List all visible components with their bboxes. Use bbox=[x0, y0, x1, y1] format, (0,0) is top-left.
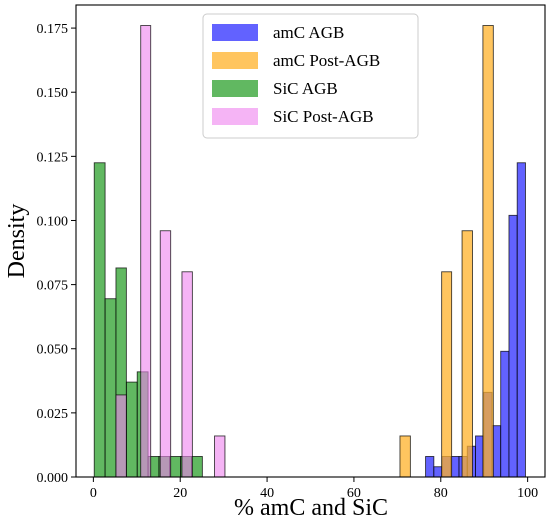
histogram-bar bbox=[125, 381, 138, 478]
y-tick-label: 0.050 bbox=[37, 343, 69, 358]
legend-entry-label: SiC AGB bbox=[273, 79, 338, 98]
histogram-bar bbox=[461, 230, 473, 478]
axes: 0 20 40 60 80 100 0.000 0.025 0.050 0.075 0.100 0.1… bbox=[37, 4, 546, 501]
plot-frame bbox=[75, 4, 546, 478]
legend-swatch bbox=[212, 80, 258, 97]
histogram-bar bbox=[115, 394, 127, 478]
histogram-bar bbox=[191, 456, 203, 478]
histogram-bar bbox=[441, 271, 453, 478]
histogram-bar bbox=[214, 435, 226, 478]
legend-swatch bbox=[212, 108, 258, 125]
y-axis-label: Density bbox=[4, 204, 30, 279]
x-tick-label: 20 bbox=[173, 486, 187, 501]
histogram-bar bbox=[516, 162, 526, 478]
legend-swatch bbox=[212, 24, 258, 41]
x-tick-label: 40 bbox=[260, 486, 274, 501]
y-tick-label: 0.075 bbox=[37, 279, 69, 294]
histogram-bar bbox=[425, 456, 435, 478]
histogram-bar bbox=[104, 298, 117, 478]
legend: amC AGB amC Post-AGB SiC AGB SiC Post-AGB bbox=[202, 13, 419, 139]
legend-entry-label: amC AGB bbox=[273, 23, 344, 42]
x-tick-label: 100 bbox=[517, 486, 538, 501]
histogram-bar bbox=[399, 435, 411, 478]
legend-entry-label: SiC Post-AGB bbox=[273, 107, 374, 126]
histogram-bar bbox=[140, 25, 152, 478]
histogram-bar bbox=[181, 271, 193, 478]
legend-swatch bbox=[212, 52, 258, 69]
y-tick-label: 0.000 bbox=[37, 471, 69, 486]
histogram-bar bbox=[482, 25, 494, 478]
histogram-bar bbox=[169, 456, 182, 478]
histogram-bar bbox=[93, 162, 106, 478]
plot-area bbox=[93, 25, 526, 478]
y-tick-label: 0.125 bbox=[37, 150, 69, 165]
y-tick-label: 0.025 bbox=[37, 407, 69, 422]
y-tick-label: 0.100 bbox=[37, 214, 69, 229]
x-tick-label: 0 bbox=[90, 486, 97, 501]
x-axis-label: % amC and SiC bbox=[234, 495, 388, 521]
y-tick-label: 0.175 bbox=[37, 22, 69, 37]
x-tick-label: 60 bbox=[347, 486, 361, 501]
legend-entry-label: amC Post-AGB bbox=[273, 51, 380, 70]
legend-box bbox=[202, 13, 419, 139]
y-tick-label: 0.150 bbox=[37, 86, 69, 101]
histogram-bar bbox=[508, 214, 518, 478]
histogram-bar bbox=[433, 466, 443, 478]
histogram-bar bbox=[159, 230, 172, 478]
histogram-bar bbox=[500, 350, 510, 478]
x-tick-label: 80 bbox=[434, 486, 448, 501]
